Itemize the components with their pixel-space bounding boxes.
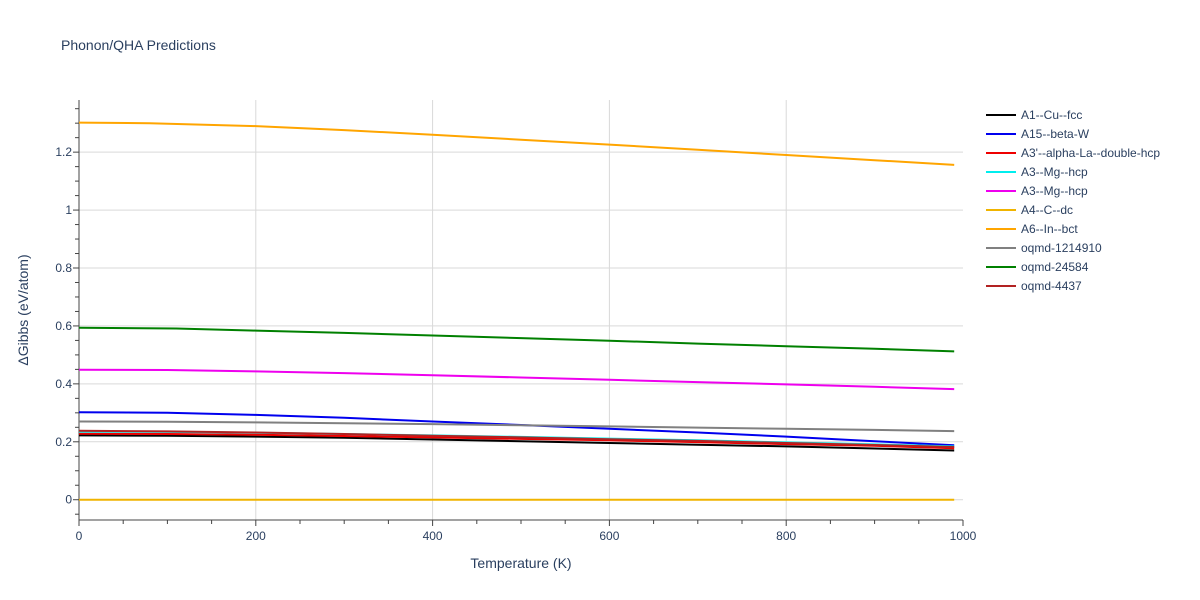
- y-tick-label: 1.2: [55, 145, 72, 159]
- legend-item[interactable]: A3--Mg--hcp: [986, 165, 1088, 179]
- y-tick-label: 0.4: [55, 377, 72, 391]
- legend-label: A1--Cu--fcc: [1021, 108, 1082, 122]
- legend-label: oqmd-1214910: [1021, 241, 1102, 255]
- legend-label: A3--Mg--hcp: [1021, 165, 1088, 179]
- series-line-7[interactable]: [78, 420, 955, 433]
- legend-label: A4--C--dc: [1021, 203, 1073, 217]
- legend-item[interactable]: A6--In--bct: [986, 222, 1078, 236]
- x-tick-label: 1000: [950, 529, 977, 543]
- y-tick-label: 1: [65, 203, 72, 217]
- y-tick-label: 0.8: [55, 261, 72, 275]
- legend-label: A15--beta-W: [1021, 127, 1090, 141]
- legend-label: oqmd-24584: [1021, 260, 1089, 274]
- legend-label: A3'--alpha-La--double-hcp: [1021, 146, 1160, 160]
- legend-label: A6--In--bct: [1021, 222, 1078, 236]
- x-tick-label: 400: [423, 529, 443, 543]
- legend-item[interactable]: oqmd-24584: [986, 260, 1089, 274]
- tick-labels: 0 200 400 600 800 1000 0 0.2 0.4 0.6 0.8 1 1.2: [55, 145, 976, 543]
- chart-title: Phonon/QHA Predictions: [61, 37, 216, 53]
- y-tick-label: 0: [65, 493, 72, 507]
- legend-item[interactable]: oqmd-4437: [986, 279, 1082, 293]
- axes: [73, 100, 964, 526]
- legend-item[interactable]: oqmd-1214910: [986, 241, 1102, 255]
- series-line-4[interactable]: [78, 368, 955, 391]
- plot-area: [78, 121, 955, 501]
- legend-item[interactable]: A3--Mg--hcp: [986, 184, 1088, 198]
- x-tick-label: 200: [246, 529, 266, 543]
- legend-item[interactable]: A1--Cu--fcc: [986, 108, 1082, 122]
- legend-label: A3--Mg--hcp: [1021, 184, 1088, 198]
- grid: [79, 100, 963, 520]
- x-tick-label: 0: [76, 529, 83, 543]
- y-axis-title: ΔGibbs (eV/atom): [15, 254, 31, 365]
- legend-item[interactable]: A3'--alpha-La--double-hcp: [986, 146, 1160, 160]
- series-line-0[interactable]: [78, 434, 955, 452]
- legend-label: oqmd-4437: [1021, 279, 1082, 293]
- series-line-8[interactable]: [78, 326, 955, 353]
- x-axis-title: Temperature (K): [470, 555, 571, 571]
- y-tick-label: 0.2: [55, 435, 72, 449]
- series-line-6[interactable]: [78, 121, 955, 166]
- x-tick-label: 800: [776, 529, 796, 543]
- y-tick-label: 0.6: [55, 319, 72, 333]
- legend[interactable]: A1--Cu--fcc A15--beta-W A3'--alpha-La--dou…: [986, 108, 1160, 293]
- x-tick-label: 600: [599, 529, 619, 543]
- legend-item[interactable]: A15--beta-W: [986, 127, 1090, 141]
- series-line-9[interactable]: [78, 429, 955, 448]
- legend-item[interactable]: A4--C--dc: [986, 203, 1073, 217]
